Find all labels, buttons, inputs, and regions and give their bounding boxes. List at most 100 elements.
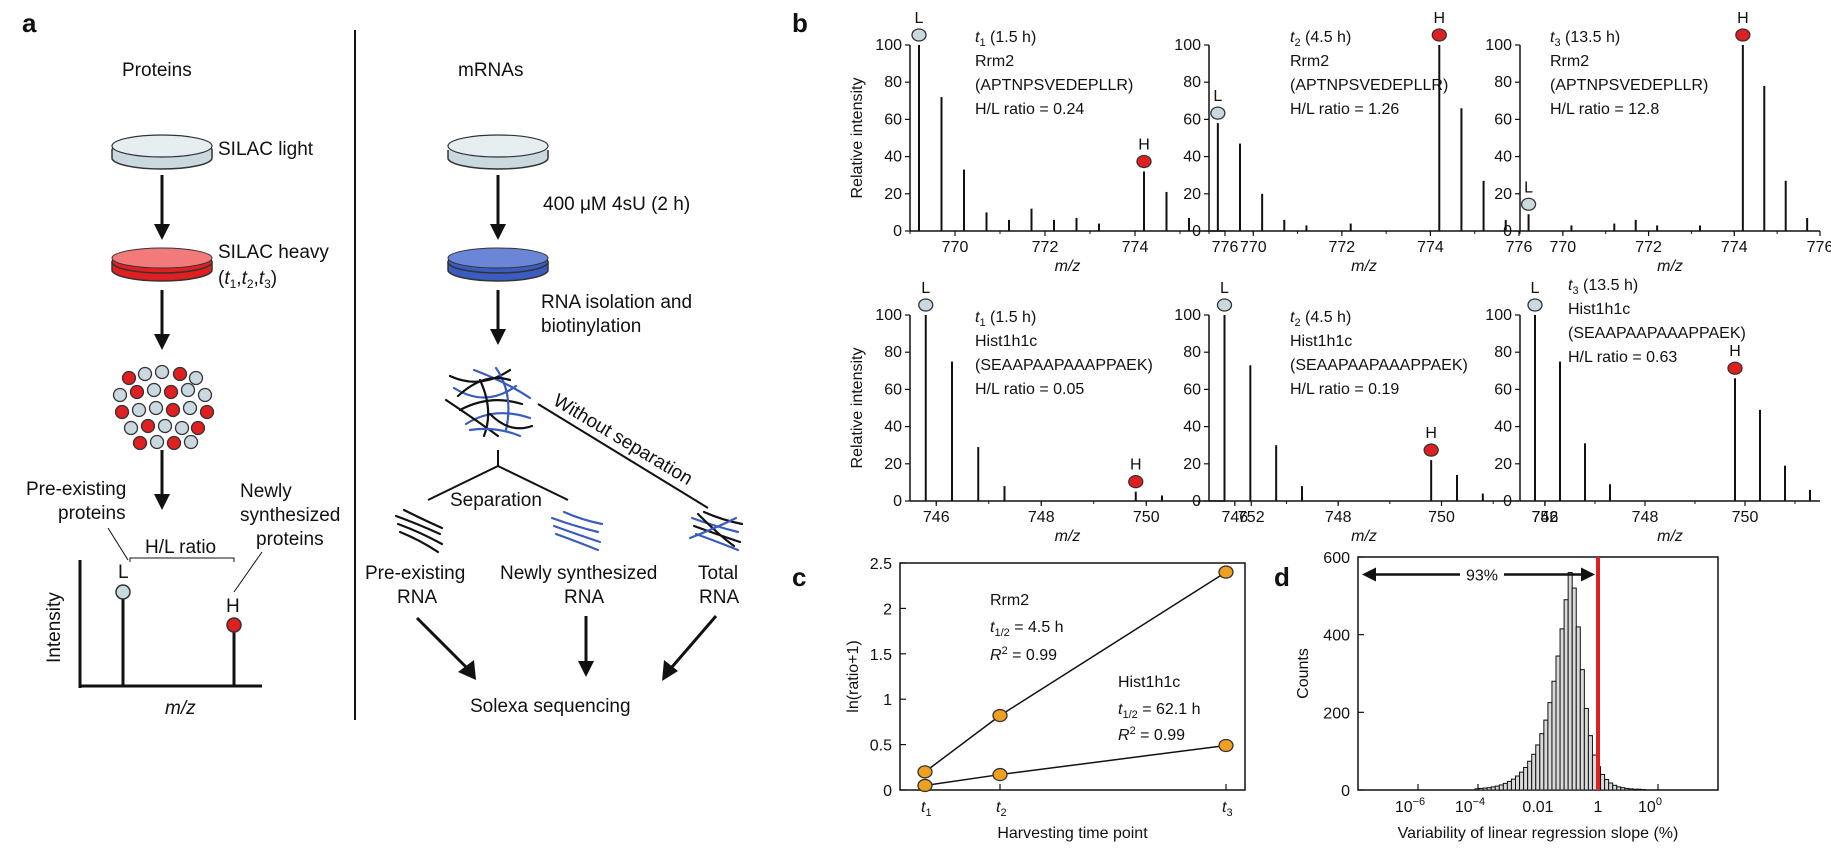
arrow-head-3 — [154, 494, 170, 510]
total-rna-2: RNA — [699, 587, 739, 608]
protein-dot — [146, 382, 162, 398]
hist1h1c-r2: R2 = 0.99 — [1118, 725, 1185, 744]
percent-arrow-left-head — [1362, 567, 1376, 582]
panel-d: d 0 200 400 600 10−6 10−4 0.01 1 100 Variability … — [1274, 550, 1719, 842]
rna-strand — [394, 514, 442, 536]
y-tick-label: 20 — [1494, 186, 1512, 203]
arrow-total-solexa — [670, 615, 718, 668]
histogram-bar — [1482, 787, 1488, 791]
schematic-mz: m/z — [165, 698, 196, 719]
heavy-marker — [1423, 443, 1439, 457]
newly-proteins-2: synthesized — [240, 505, 340, 526]
protein-name: Hist1h1c — [975, 333, 1037, 350]
preexisting-rna-1: Pre-existing — [365, 563, 465, 584]
histogram-bar — [1547, 702, 1553, 791]
protein-dot — [137, 366, 153, 382]
x-axis-label: m/z — [1055, 528, 1081, 545]
histogram-bar — [1563, 599, 1569, 791]
y-tick-label: 60 — [884, 111, 902, 128]
protein-name: Hist1h1c — [1568, 301, 1630, 318]
x-tick-label: 746 — [923, 509, 950, 526]
protein-dot — [197, 387, 213, 403]
y-tick-label: 200 — [1323, 705, 1350, 722]
rna-iso-2: biotinylation — [541, 316, 641, 337]
panel-c: c 0 0.5 1 1.5 2 2.5 t1 t2 t3 Harvesting time poin… — [792, 556, 1246, 842]
y-tick-label: 40 — [884, 149, 902, 166]
arrow-head-5 — [490, 329, 506, 345]
rna-strand — [468, 427, 522, 438]
histogram-bar — [1478, 787, 1484, 791]
y-axis-label: Relative intensity — [849, 348, 866, 469]
x-axis-label: m/z — [1657, 258, 1683, 275]
x-tick-label: 750 — [1428, 509, 1455, 526]
y-tick-label: 600 — [1323, 550, 1350, 567]
schematic-intensity: Intensity — [44, 592, 65, 663]
peptide-sequence: (SEAAPAAPAAAPPAEK) — [1290, 357, 1468, 374]
rna-strand — [696, 512, 736, 548]
hist1h1c-fit-line — [924, 744, 1227, 787]
protein-dot — [129, 384, 145, 400]
histogram-bar — [1591, 754, 1597, 791]
histogram-bar — [1600, 773, 1606, 791]
y-tick-label: 1 — [883, 692, 892, 709]
rna-strand — [402, 508, 444, 530]
protein-dot — [131, 402, 147, 418]
rna-strand — [552, 524, 602, 544]
x-tick-label: t3 — [1222, 799, 1233, 819]
y-tick-label: 100 — [1485, 37, 1512, 54]
x-tick-label: 770 — [942, 239, 969, 256]
histogram-bar — [1506, 780, 1512, 791]
heavy-marker-label: H — [1729, 343, 1741, 360]
protein-dot — [190, 420, 206, 436]
protein-dot — [132, 435, 148, 451]
histogram-bar — [1632, 788, 1638, 791]
hist1h1c-label: Hist1h1c — [1118, 674, 1180, 691]
histogram-bar — [1531, 753, 1537, 791]
arrow-head-7 — [578, 661, 594, 677]
protein-dot — [183, 434, 199, 450]
light-marker-label: L — [1213, 88, 1222, 105]
total-rna-strands — [688, 510, 744, 552]
protein-dot — [188, 370, 204, 386]
schematic-H: H — [226, 596, 240, 617]
protein-dot — [123, 420, 139, 436]
histogram-bar — [1636, 788, 1642, 791]
rna-strand — [692, 524, 742, 544]
protein-dot — [148, 400, 164, 416]
y-tick-label: 0 — [1192, 223, 1201, 240]
histogram-bar — [1559, 628, 1565, 791]
variability-histogram: 0 200 400 600 10−6 10−4 0.01 1 100 Variability of… — [1295, 550, 1719, 842]
spectrum-2: 0 20 40 60 80 100 770 772 774 776 m/z L Ht2 (4.5 h) R… — [1174, 10, 1532, 275]
histogram-bar — [1502, 782, 1508, 791]
x-axis-label: m/z — [1055, 258, 1081, 275]
hl-ratio-value: H/L ratio = 0.05 — [975, 381, 1084, 398]
peptide-sequence: (APTNPSVEDEPLLR) — [1290, 77, 1448, 94]
y-tick-label: 400 — [1323, 628, 1350, 645]
light-marker — [1527, 298, 1543, 312]
histogram-bar — [1523, 766, 1529, 791]
spectra-grid: 0 20 40 60 80 100 770 772 774 776 m/z Relative inte… — [849, 10, 1831, 545]
histogram-bar — [1608, 782, 1614, 791]
data-point — [917, 765, 933, 779]
light-marker-label: L — [1220, 280, 1229, 297]
histogram-bar — [1575, 626, 1581, 791]
decay-plot: 0 0.5 1 1.5 2 2.5 t1 t2 t3 Harvesting time point l… — [845, 556, 1246, 842]
y-tick-label: 80 — [884, 344, 902, 361]
histogram-bar — [1515, 775, 1521, 791]
heavy-marker-label: H — [1425, 425, 1437, 442]
protein-dot — [199, 404, 215, 420]
silac-light-label: SILAC light — [218, 139, 314, 160]
heavy-marker — [1136, 154, 1152, 169]
histogram-bar — [1612, 784, 1618, 791]
time-label: t2 (4.5 h) — [1290, 29, 1351, 49]
spectrum-6: 0 20 40 60 80 100 746 748 750 752 m/z L Ht3 (13.5 h)… — [1485, 277, 1820, 545]
protein-dot — [180, 382, 196, 398]
y-tick-label: 100 — [875, 37, 902, 54]
x-tick-label: 10−6 — [1395, 796, 1425, 816]
hl-ratio-value: H/L ratio = 12.8 — [1550, 101, 1659, 118]
proteins-title: Proteins — [122, 60, 192, 81]
x-axis-label: Harvesting time point — [997, 825, 1148, 842]
histogram-bar — [1624, 787, 1630, 791]
x-tick-label: 774 — [1417, 239, 1444, 256]
arrow-head-1 — [154, 224, 170, 240]
